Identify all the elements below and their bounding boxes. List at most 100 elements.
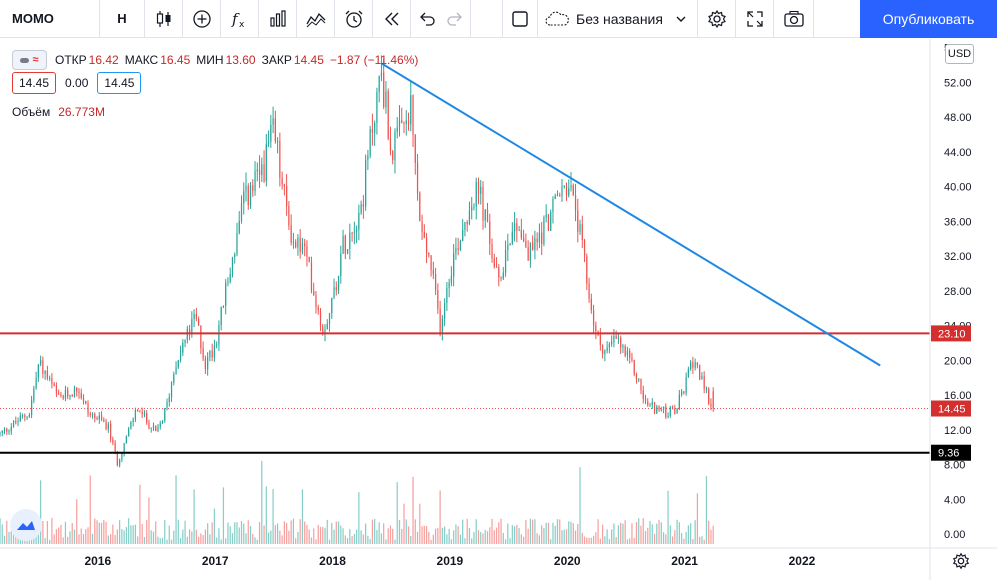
interval-button[interactable]: H — [100, 0, 145, 38]
candle-body — [308, 256, 310, 263]
symbol-label: MOMO — [12, 11, 54, 26]
currency-badge[interactable]: USD — [945, 44, 974, 64]
candle-body — [444, 303, 446, 319]
candle-body — [669, 407, 671, 416]
trend-line[interactable] — [380, 62, 881, 367]
price-tick-label: 20.00 — [944, 355, 972, 367]
candle-body — [146, 413, 148, 423]
close-label: ЗАКР — [261, 53, 292, 67]
series-toggle[interactable]: ≈ — [12, 50, 47, 70]
candle-body — [301, 243, 304, 252]
candle-body — [326, 323, 328, 330]
volume-bar — [568, 521, 570, 544]
fullscreen-button[interactable] — [736, 0, 774, 38]
price-tick-label: 4.00 — [944, 494, 965, 506]
candle-body — [249, 185, 252, 206]
alert-button[interactable] — [335, 0, 373, 38]
price-axis-panel[interactable] — [930, 39, 997, 580]
volume-bar — [534, 519, 536, 544]
price-label-box[interactable] — [931, 325, 971, 342]
chart-settings-button[interactable] — [951, 551, 971, 571]
candle-body — [195, 314, 197, 319]
time-tick-label: 2019 — [437, 554, 464, 568]
candle-body — [118, 459, 121, 466]
price-label-box[interactable] — [931, 444, 971, 461]
candle-body — [304, 243, 306, 246]
candle-body — [579, 224, 581, 232]
volume-bar — [87, 527, 89, 544]
candle-body — [24, 415, 26, 417]
settings-button[interactable] — [698, 0, 736, 38]
candle-body — [414, 134, 416, 163]
logo-cloud-icon — [17, 521, 35, 530]
volume-bar — [611, 529, 613, 544]
sell-button[interactable]: 14.45 — [12, 72, 57, 94]
buy-button[interactable]: 14.45 — [97, 72, 142, 94]
drawings-layer[interactable] — [0, 62, 930, 454]
volume-legend: Объём 26.773M — [12, 105, 105, 119]
compare-button[interactable] — [297, 0, 335, 38]
candle-body — [705, 388, 708, 390]
candle-body — [191, 319, 193, 334]
volume-bar — [477, 530, 480, 544]
price-label-box[interactable] — [931, 400, 971, 417]
candle-body — [626, 350, 629, 356]
price-tick-label: 36.00 — [944, 216, 972, 228]
volume-bar — [139, 484, 141, 544]
volume-bar — [109, 534, 112, 544]
volume-bar — [416, 531, 419, 544]
candle-body — [710, 403, 712, 407]
price-axis[interactable]: 56.0052.0048.0044.0040.0036.0032.0028.00… — [929, 39, 997, 580]
volume-bar — [374, 518, 376, 544]
candle-body — [335, 287, 337, 291]
templates-icon — [269, 9, 286, 27]
redo-icon[interactable] — [445, 9, 465, 29]
volume-bar — [396, 482, 398, 544]
volume-bar — [601, 524, 604, 544]
candle-body — [89, 413, 91, 415]
volume-bar — [651, 524, 653, 544]
volume-bar — [448, 528, 450, 544]
tradingview-logo[interactable] — [10, 509, 42, 541]
price-chart[interactable]: 56.0052.0048.0044.0040.0036.0032.0028.00… — [0, 39, 997, 580]
volume-bar — [430, 539, 432, 544]
symbol-search-button[interactable]: MOMO — [0, 0, 100, 38]
candle-body — [534, 238, 536, 250]
time-axis[interactable]: 2016 2017 2018 2019 2020 2021 2022 — [0, 547, 997, 568]
candle-body — [572, 185, 574, 196]
candle-body — [193, 314, 195, 320]
layout-name-button[interactable]: Без названия — [538, 0, 698, 38]
candle-body — [491, 243, 493, 259]
fullscreen-select-button[interactable] — [502, 0, 538, 38]
undo-icon[interactable] — [417, 9, 437, 29]
candle-body — [177, 360, 179, 368]
publish-button[interactable]: Опубликовать — [860, 0, 997, 38]
add-indicator-button[interactable] — [183, 0, 221, 38]
candle-body — [263, 164, 265, 182]
candle-body — [385, 91, 387, 107]
chart-area[interactable]: 56.0052.0048.0044.0040.0036.0032.0028.00… — [0, 39, 997, 580]
candle-body — [378, 75, 380, 92]
candle-body — [403, 122, 405, 124]
candle-body — [317, 306, 319, 311]
volume-bar — [635, 522, 638, 544]
candle-body — [78, 391, 80, 394]
snapshot-button[interactable] — [774, 0, 814, 38]
candle-body — [109, 424, 112, 440]
templates-button[interactable] — [259, 0, 297, 38]
candle-body — [40, 360, 42, 365]
volume-bar — [193, 489, 195, 544]
price-tick-label: 52.00 — [944, 77, 972, 89]
volume-bar — [299, 519, 301, 544]
candle-body — [53, 383, 55, 387]
candle-body — [588, 283, 590, 299]
chart-style-button[interactable] — [145, 0, 183, 38]
indicators-button[interactable]: f x — [221, 0, 259, 38]
volume-bar — [407, 526, 410, 544]
replay-button[interactable] — [373, 0, 411, 38]
volume-bar — [304, 521, 306, 544]
candle-body — [475, 181, 477, 207]
volume-bar — [541, 525, 543, 544]
volume-bar — [631, 523, 633, 544]
candle-body — [586, 256, 588, 284]
